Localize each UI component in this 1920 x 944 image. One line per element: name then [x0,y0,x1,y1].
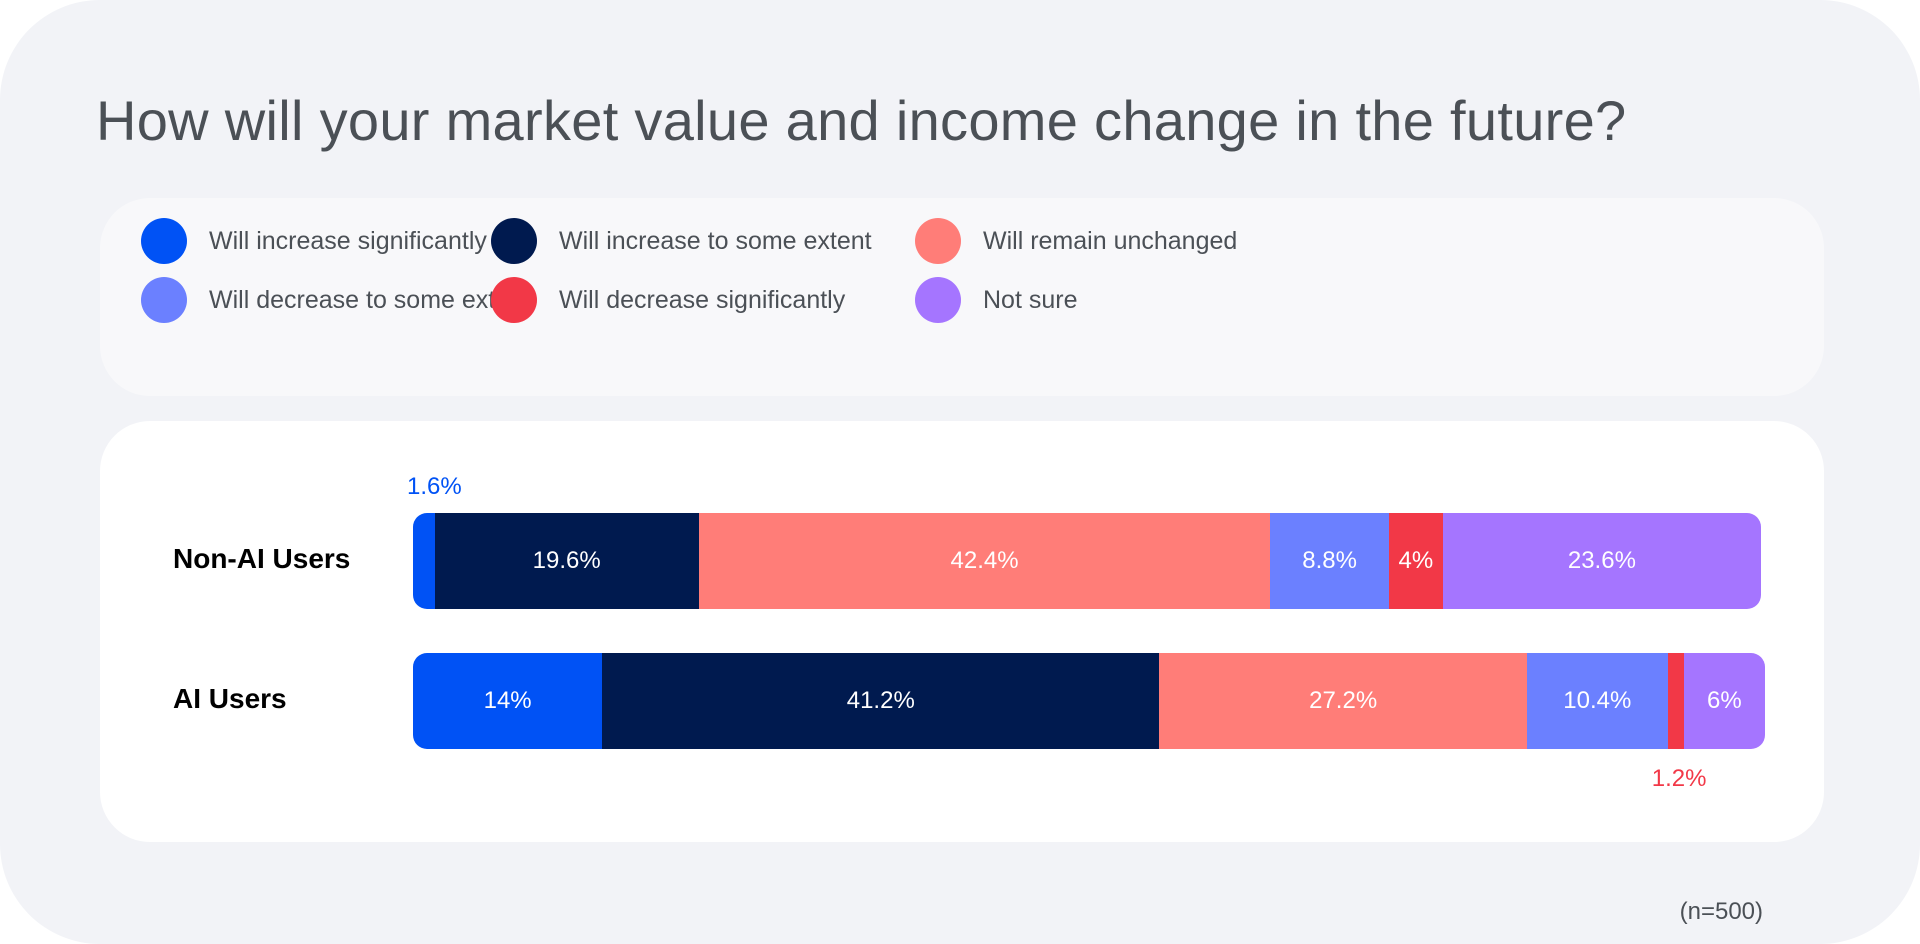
bar-segment: 42.4% [698,513,1271,609]
bar-segment: 8.8% [1270,513,1389,609]
bar-segment: 23.6% [1442,513,1761,609]
legend-swatch [491,218,537,264]
legend-swatch [141,218,187,264]
legend: Will increase significantly Will increase… [100,198,1824,396]
data-label: 8.8% [1302,547,1357,574]
data-label: 1.2% [1651,765,1707,792]
bar-segment: 27.2% [1159,653,1528,749]
legend-label: Will remain unchanged [983,226,1238,255]
legend-swatch [915,277,961,323]
legend-label: Not sure [983,285,1078,314]
legend-item: Not sure [915,276,1077,324]
data-label: 4% [1398,547,1434,574]
data-label: 23.6% [1567,547,1636,574]
bar-segment: 14% [413,653,603,749]
data-label: 41.2% [846,687,915,714]
legend-swatch [491,277,537,323]
data-label: 6% [1707,687,1742,714]
plot-area [100,421,1824,842]
legend-item: Will decrease significantly [491,276,845,324]
data-label: 10.4% [1563,687,1632,714]
data-label: 19.6% [532,547,601,574]
data-label: 42.4% [950,547,1019,574]
chart-title: How will your market value and income ch… [96,89,1627,152]
legend-item: Will increase to some extent [491,217,872,265]
legend-item: Will remain unchanged [915,217,1237,265]
legend-item: Will increase significantly [141,217,487,265]
legend-label: Will increase to some extent [559,226,872,255]
stacked-bar: 19.6% 42.4% 8.8% 4% 23.6% [413,513,1761,609]
bar-segment: 19.6% [434,513,699,609]
legend-label: Will increase significantly [209,226,487,255]
data-label: 27.2% [1309,687,1378,714]
bar-segment [1667,653,1684,749]
category-label: Non-AI Users [173,543,351,574]
bar-segment: 41.2% [602,653,1160,749]
category-label: AI Users [173,683,287,714]
bar-segment: 10.4% [1527,653,1668,749]
legend-item: Will decrease to some extent [141,276,530,324]
bar-segment: 4% [1388,513,1443,609]
bar-segment [413,513,435,609]
legend-swatch [915,218,961,264]
sample-size-note: (n=500) [1679,898,1763,925]
bar-segment: 6% [1683,653,1765,749]
data-label: 1.6% [407,473,462,500]
legend-label: Will decrease significantly [559,285,846,314]
stacked-bar: 14% 41.2% 27.2% 10.4% 6% [413,653,1765,749]
data-label: 14% [483,687,532,714]
legend-label: Will decrease to some extent [209,285,530,314]
legend-swatch [141,277,187,323]
